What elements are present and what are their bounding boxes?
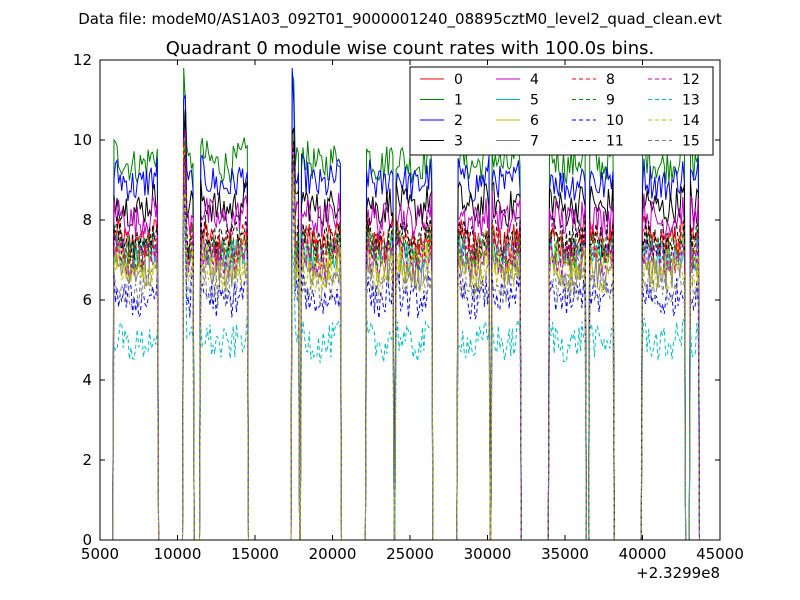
legend-label-0: 0 bbox=[454, 72, 463, 88]
legend-label-6: 6 bbox=[530, 113, 539, 129]
legend-label-12: 12 bbox=[682, 72, 700, 88]
legend-label-7: 7 bbox=[530, 134, 539, 150]
y-tick-label: 8 bbox=[82, 211, 92, 229]
ticks-layer: 5000 10000 15000 20000 25000 30000 35000 40000 4… bbox=[73, 51, 744, 563]
series-line-2 bbox=[112, 67, 702, 541]
series-line-11 bbox=[112, 139, 702, 541]
legend-label-4: 4 bbox=[530, 72, 539, 88]
series-line-9 bbox=[112, 135, 702, 541]
legend-label-3: 3 bbox=[454, 134, 463, 150]
x-tick-label: 35000 bbox=[541, 545, 589, 563]
y-tick-label: 2 bbox=[82, 451, 92, 469]
legend-label-1: 1 bbox=[454, 93, 463, 109]
series-line-1 bbox=[112, 67, 702, 541]
series-layer bbox=[112, 67, 702, 541]
legend-label-15: 15 bbox=[682, 134, 700, 150]
x-tick-label: 15000 bbox=[231, 545, 279, 563]
legend-label-14: 14 bbox=[682, 113, 700, 129]
series-line-10 bbox=[112, 184, 702, 541]
series-line-14 bbox=[112, 171, 702, 541]
x-tick-label: 20000 bbox=[309, 545, 357, 563]
legend-label-9: 9 bbox=[606, 93, 615, 109]
x-tick-label: 40000 bbox=[619, 545, 667, 563]
legend-label-11: 11 bbox=[606, 134, 624, 150]
x-tick-label: 10000 bbox=[154, 545, 202, 563]
x-tick-label: 45000 bbox=[696, 545, 744, 563]
x-tick-label: 5000 bbox=[81, 545, 119, 563]
legend-label-13: 13 bbox=[682, 93, 700, 109]
series-line-3 bbox=[112, 109, 702, 541]
y-tick-label: 0 bbox=[82, 531, 92, 549]
legend-label-2: 2 bbox=[454, 113, 463, 129]
legend-label-10: 10 bbox=[606, 113, 624, 129]
chart-suptitle: Data file: modeM0/AS1A03_092T01_90000012… bbox=[78, 10, 722, 29]
y-tick-label: 6 bbox=[82, 291, 92, 309]
series-line-12 bbox=[112, 156, 702, 541]
x-offset-label: +2.3299e8 bbox=[636, 564, 720, 582]
series-line-13 bbox=[112, 216, 702, 541]
legend-label-8: 8 bbox=[606, 72, 615, 88]
x-tick-label: 30000 bbox=[464, 545, 512, 563]
legend-label-5: 5 bbox=[530, 93, 539, 109]
series-line-4 bbox=[112, 130, 702, 541]
y-tick-label: 12 bbox=[73, 51, 92, 69]
series-line-15 bbox=[112, 172, 702, 541]
x-tick-label: 25000 bbox=[386, 545, 434, 563]
y-tick-label: 4 bbox=[82, 371, 92, 389]
chart-title: Quadrant 0 module wise count rates with … bbox=[166, 38, 655, 59]
y-tick-label: 10 bbox=[73, 131, 92, 149]
